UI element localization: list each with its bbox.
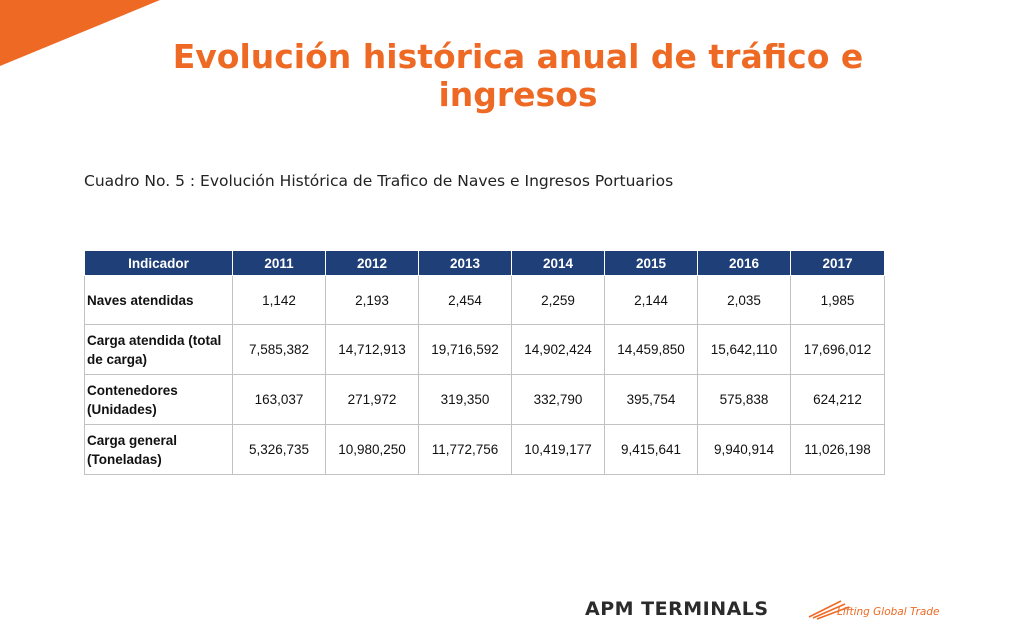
table-row: Contenedores (Unidades) 163,037 271,972 …	[84, 374, 885, 425]
table-cell: 9,415,641	[604, 424, 698, 475]
corner-accent-shape	[0, 0, 160, 66]
table-cell: 2,193	[325, 275, 419, 325]
row-label: Contenedores (Unidades)	[84, 374, 233, 425]
apm-terminals-logo: APM TERMINALS Lifting Global Trade	[585, 596, 965, 626]
table-cell: 163,037	[232, 374, 326, 425]
table-cell: 11,772,756	[418, 424, 512, 475]
table-cell: 271,972	[325, 374, 419, 425]
table-caption: Cuadro No. 5 : Evolución Histórica de Tr…	[84, 172, 674, 190]
swoosh-icon	[808, 600, 850, 620]
page-title: Evolución histórica anual de tráfico e i…	[172, 37, 864, 114]
header-year: 2016	[697, 250, 791, 276]
table-header-row: Indicador 2011 2012 2013 2014 2015 2016 …	[84, 250, 885, 276]
table-cell: 1,985	[790, 275, 885, 325]
table-cell: 2,454	[418, 275, 512, 325]
table-cell: 10,980,250	[325, 424, 419, 475]
traffic-revenue-table: Indicador 2011 2012 2013 2014 2015 2016 …	[84, 250, 885, 475]
table-cell: 575,838	[697, 374, 791, 425]
table-cell: 14,459,850	[604, 324, 698, 375]
row-label: Carga general (Toneladas)	[84, 424, 233, 475]
header-year: 2011	[232, 250, 326, 276]
table-cell: 5,326,735	[232, 424, 326, 475]
brand-name: APM TERMINALS	[585, 598, 769, 620]
table-cell: 395,754	[604, 374, 698, 425]
table-cell: 19,716,592	[418, 324, 512, 375]
table-cell: 15,642,110	[697, 324, 791, 375]
table-cell: 14,902,424	[511, 324, 605, 375]
table-cell: 9,940,914	[697, 424, 791, 475]
table-cell: 2,035	[697, 275, 791, 325]
header-year: 2013	[418, 250, 512, 276]
table-row: Carga atendida (total de carga) 7,585,38…	[84, 324, 885, 375]
header-year: 2015	[604, 250, 698, 276]
header-year: 2017	[790, 250, 885, 276]
brand-tagline: Lifting Global Trade	[837, 606, 940, 618]
table-cell: 17,696,012	[790, 324, 885, 375]
table-cell: 14,712,913	[325, 324, 419, 375]
table-cell: 11,026,198	[790, 424, 885, 475]
table-cell: 1,142	[232, 275, 326, 325]
header-year: 2012	[325, 250, 419, 276]
table-row: Naves atendidas 1,142 2,193 2,454 2,259 …	[84, 275, 885, 325]
table-cell: 332,790	[511, 374, 605, 425]
table-cell: 2,259	[511, 275, 605, 325]
table-cell: 624,212	[790, 374, 885, 425]
table-cell: 319,350	[418, 374, 512, 425]
table-cell: 7,585,382	[232, 324, 326, 375]
table-row: Carga general (Toneladas) 5,326,735 10,9…	[84, 424, 885, 475]
header-indicador: Indicador	[84, 250, 233, 276]
row-label: Carga atendida (total de carga)	[84, 324, 233, 375]
table-cell: 10,419,177	[511, 424, 605, 475]
table-cell: 2,144	[604, 275, 698, 325]
header-year: 2014	[511, 250, 605, 276]
row-label: Naves atendidas	[84, 275, 233, 325]
